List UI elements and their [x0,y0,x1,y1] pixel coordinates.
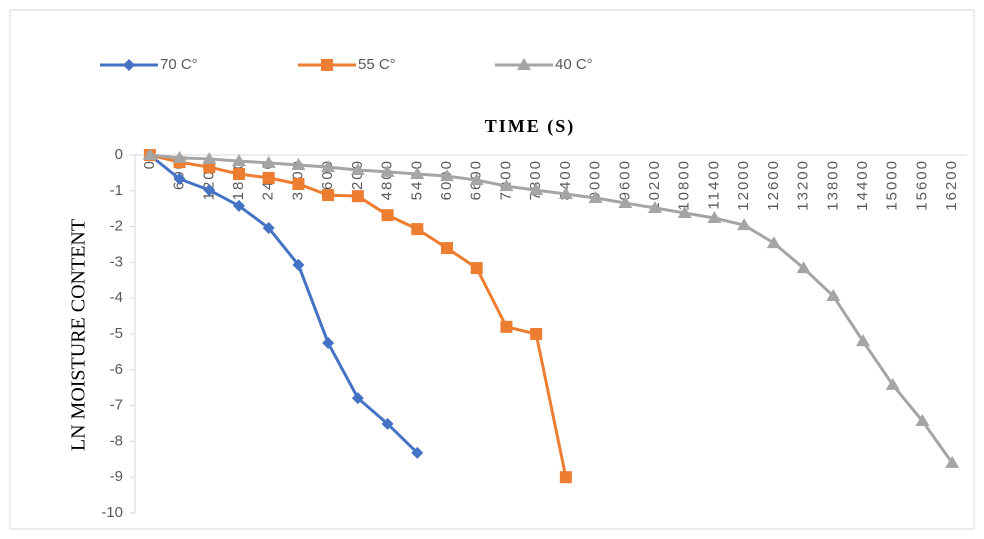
point [292,258,305,271]
series-line [149,153,954,464]
point [232,154,246,167]
point [470,262,483,275]
legend-label: 70 C° [160,56,198,73]
x-tick-label: 7200 [497,159,514,200]
point [499,179,514,192]
point [292,177,305,190]
point [796,261,811,274]
x-tick-label: 16200 [943,159,960,211]
y-tick-label: -10 [101,504,123,521]
point [262,171,275,184]
x-tick-label: 9000 [587,159,604,200]
point [381,417,394,430]
point [945,455,960,468]
x-tick-label: 10200 [646,159,663,211]
legend-label: 55 C° [358,56,396,73]
y-tick-label: -3 [110,253,123,270]
point [469,173,484,186]
point [826,289,841,302]
x-tick-label: 0 [141,159,158,169]
point [322,189,335,202]
point [321,160,336,173]
point [380,164,395,177]
y-tick-label: -1 [110,182,123,199]
x-tick-label: 12000 [735,159,752,211]
point [291,158,306,171]
x-tick-label: 9600 [616,159,633,200]
y-tick-label: -7 [110,397,123,414]
point [766,236,781,249]
y-axis-title: LN MOISTURE CONTENT [68,219,90,451]
x-tick-label: 13200 [795,159,812,211]
point [558,187,573,200]
point [261,155,276,168]
x-tick-label: 13800 [824,159,841,211]
y-tick-label: -6 [110,361,123,378]
point [322,336,335,349]
point [500,320,513,333]
point [411,223,424,236]
x-tick-label: 15000 [884,159,901,211]
point [915,413,930,426]
x-tick-label: 12600 [765,159,782,211]
point [351,392,364,405]
x-tick-label: 11400 [705,159,722,210]
point [648,200,662,213]
point [411,446,424,459]
y-tick-label: -8 [110,432,123,449]
x-tick-label: 15600 [913,159,930,211]
point [588,190,603,203]
chart-frame [9,9,975,530]
legend-marker [517,58,531,70]
point [559,471,572,484]
point [173,172,186,185]
point [203,184,216,197]
x-tick-label: 10800 [676,159,693,211]
point [529,183,544,196]
point [885,377,900,390]
series-line [148,153,419,454]
point [351,190,364,203]
y-tick-label: -9 [110,468,123,485]
chart-title: TIME (S) [485,116,576,137]
point [530,328,543,340]
x-tick-label: 5400 [408,159,425,200]
point [410,166,425,179]
x-tick-label: 8400 [557,159,574,200]
point [202,151,217,164]
x-tick-label: 14400 [854,159,871,211]
point [677,205,692,218]
point [233,199,245,212]
legend-marker [321,59,333,71]
point [440,169,454,182]
point [262,222,275,235]
y-tick-label: -4 [110,289,123,306]
point [441,242,453,255]
point [856,334,870,347]
point [707,211,722,224]
x-tick-label: 4800 [379,159,396,200]
legend-label: 40 C° [555,56,593,73]
point [142,148,157,160]
point [350,163,365,176]
point [381,209,394,222]
y-tick-label: -2 [110,218,123,235]
point [203,161,216,174]
point [618,195,633,208]
y-tick-label: 0 [115,146,123,163]
point [172,150,187,163]
point [737,218,752,231]
point [233,167,245,180]
legend-marker [123,59,135,71]
y-tick-label: -5 [110,325,123,342]
